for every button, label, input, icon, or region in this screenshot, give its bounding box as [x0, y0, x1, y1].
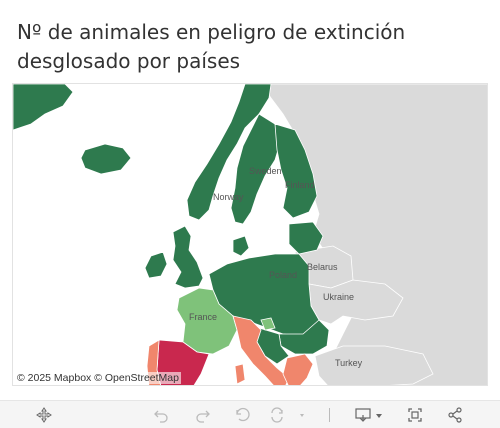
fullscreen-icon[interactable] [404, 404, 426, 426]
map-attribution[interactable]: © 2025 Mapbox © OpenStreetMap [15, 372, 181, 384]
country-denmark[interactable] [232, 235, 250, 257]
country-slovenia[interactable] [260, 317, 276, 331]
label-finland: Finland [285, 180, 315, 190]
country-greenland[interactable] [13, 84, 74, 131]
bottom-toolbar [0, 400, 500, 428]
undo-icon[interactable] [150, 404, 172, 426]
download-icon[interactable] [354, 404, 386, 426]
page-title: Nº de animales en peligro de extinción d… [17, 18, 477, 76]
map-view[interactable]: Sweden Finland Norway Poland Belarus Ukr… [12, 83, 488, 386]
refresh-icon[interactable] [268, 404, 308, 426]
country-baltic-states[interactable] [288, 221, 324, 255]
country-turkey[interactable] [314, 345, 434, 386]
toolbar-divider [326, 404, 334, 426]
country-iceland[interactable] [80, 143, 132, 175]
country-italy-sardinia[interactable] [234, 363, 246, 385]
redo-icon[interactable] [192, 404, 214, 426]
label-sweden: Sweden [249, 166, 282, 176]
country-greece[interactable] [282, 353, 314, 386]
label-ukraine: Ukraine [323, 292, 354, 302]
country-finland[interactable] [274, 123, 318, 219]
country-ireland[interactable] [144, 251, 168, 279]
label-turkey: Turkey [335, 358, 363, 368]
move-icon[interactable] [33, 404, 55, 426]
label-france: France [189, 312, 217, 322]
revert-icon[interactable] [232, 404, 254, 426]
country-romania[interactable] [278, 319, 330, 355]
europe-choropleth-map[interactable]: Sweden Finland Norway Poland Belarus Ukr… [13, 84, 488, 386]
title-line-2: desglosado por países [17, 49, 241, 73]
label-poland: Poland [269, 270, 297, 280]
share-icon[interactable] [444, 404, 466, 426]
title-line-1: Nº de animales en peligro de extinción [17, 20, 406, 44]
label-belarus: Belarus [307, 262, 338, 272]
country-united-kingdom[interactable] [172, 225, 204, 289]
label-norway: Norway [213, 192, 244, 202]
country-france[interactable] [176, 287, 238, 355]
